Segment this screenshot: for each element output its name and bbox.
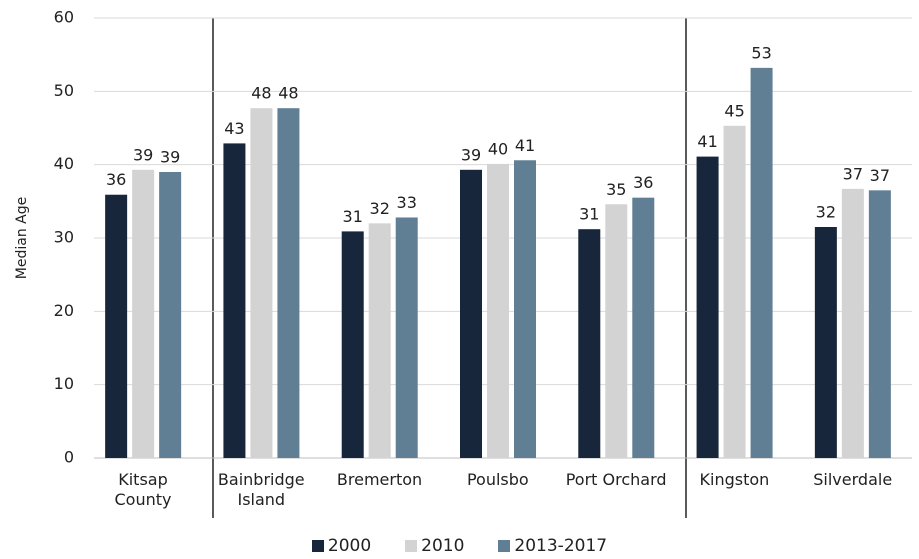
bar	[632, 197, 655, 458]
data-label: 35	[606, 180, 626, 199]
bar	[868, 190, 891, 459]
legend-swatch	[311, 540, 324, 552]
y-tick-label: 30	[54, 228, 74, 247]
y-tick-label: 50	[54, 81, 74, 100]
legend-swatch	[405, 540, 418, 552]
data-label: 37	[843, 164, 863, 183]
legend-item: 2000	[311, 536, 372, 556]
data-label: 41	[515, 136, 535, 155]
y-tick-label: 10	[54, 374, 74, 393]
x-tick-label: Bremerton	[336, 470, 423, 489]
bar	[395, 217, 418, 458]
y-tick-label: 20	[54, 301, 74, 320]
bar	[368, 223, 391, 458]
bar	[277, 108, 300, 458]
data-label: 45	[724, 101, 744, 120]
data-label: 32	[370, 199, 390, 218]
bar	[159, 172, 182, 458]
bar	[841, 188, 864, 458]
bar	[605, 204, 628, 458]
legend: 2000 2010 2013-2017	[0, 536, 919, 556]
data-label: 31	[579, 205, 599, 224]
x-tick-label: Silverdale	[813, 470, 893, 489]
data-label: 37	[870, 166, 890, 185]
x-tick-label: Poulsbo	[466, 470, 529, 489]
bar	[223, 143, 246, 458]
data-label: 33	[397, 193, 417, 212]
legend-swatch	[498, 540, 511, 552]
bar	[723, 125, 746, 459]
data-label: 40	[488, 139, 508, 158]
data-label: 32	[816, 203, 836, 222]
y-tick-label: 0	[64, 448, 74, 467]
bar	[105, 194, 128, 458]
data-label: 36	[633, 173, 653, 192]
x-tick-label: Port Orchard	[565, 470, 667, 489]
data-label: 39	[160, 148, 180, 167]
data-label: 36	[106, 170, 126, 189]
plot: Median Age 0 10 20 30 40 50 60 36 39 39 43 48 48 31 32…	[14, 8, 912, 518]
bar	[578, 229, 601, 458]
legend-item: 2013-2017	[498, 536, 607, 556]
legend-label: 2010	[421, 536, 465, 556]
bar	[514, 160, 536, 458]
data-label: 43	[224, 119, 244, 138]
x-tick-label: Bainbridge Island	[217, 470, 305, 509]
bar	[487, 163, 509, 458]
y-tick-label: 40	[54, 154, 74, 173]
data-label: 39	[461, 145, 481, 164]
bar	[460, 169, 482, 459]
data-label: 31	[343, 207, 363, 226]
bar	[132, 169, 155, 459]
bar	[750, 67, 773, 458]
x-tick-label: Kitsap County	[114, 470, 172, 509]
data-label: 48	[251, 84, 271, 103]
bar	[341, 231, 364, 458]
data-label: 53	[751, 43, 771, 62]
legend-label: 2013-2017	[514, 536, 608, 556]
data-label: 39	[133, 145, 153, 164]
legend-item: 2010	[405, 536, 464, 556]
bar	[814, 227, 837, 458]
x-tick-label: Kingston	[699, 470, 770, 489]
bar	[250, 108, 273, 458]
legend-label: 2000	[327, 536, 372, 556]
y-tick-label: 60	[54, 8, 74, 27]
data-label: 48	[278, 84, 298, 103]
y-axis-title: Median Age	[14, 197, 30, 279]
data-label: 41	[697, 132, 717, 151]
bar	[696, 156, 719, 458]
